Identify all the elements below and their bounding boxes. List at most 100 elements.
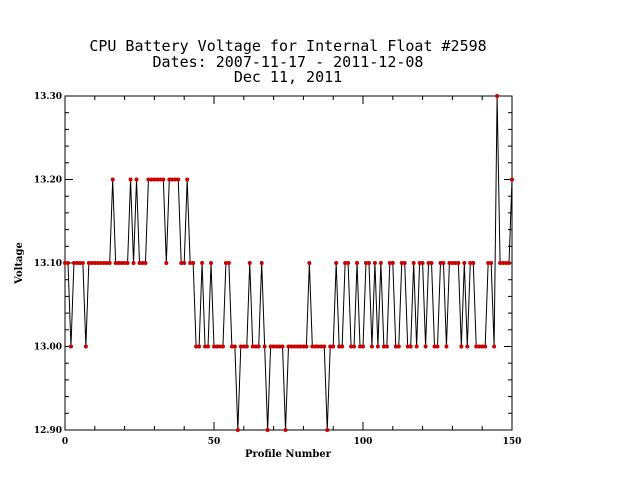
data-point <box>420 261 425 265</box>
data-point <box>378 261 383 265</box>
data-point <box>229 344 234 349</box>
data-point <box>289 344 294 349</box>
data-point <box>256 344 261 349</box>
data-point <box>161 177 166 182</box>
y-tick-label: 12.90 <box>34 426 62 436</box>
data-point <box>450 261 455 265</box>
data-point <box>262 344 267 349</box>
data-point <box>119 261 124 265</box>
data-point <box>128 177 133 182</box>
data-point <box>158 177 163 182</box>
data-point <box>393 344 398 349</box>
data-point <box>399 261 404 265</box>
x-tick-label: 50 <box>208 437 221 447</box>
data-point <box>217 344 222 349</box>
data-point <box>486 261 491 265</box>
data-point <box>191 261 196 265</box>
data-point <box>444 344 449 349</box>
data-point <box>200 261 205 265</box>
y-tick-label: 13.20 <box>34 176 62 186</box>
y-tick-label: 13.10 <box>34 259 62 269</box>
data-point <box>313 344 318 349</box>
data-point <box>471 261 476 265</box>
data-point <box>349 344 354 349</box>
x-tick-labels: 0 50 100 150 <box>62 437 522 447</box>
data-point <box>438 261 443 265</box>
data-point <box>459 344 464 349</box>
data-point <box>328 344 333 349</box>
data-point <box>286 344 291 349</box>
data-point <box>188 261 193 265</box>
data-point <box>408 344 413 349</box>
data-point <box>387 261 392 265</box>
data-point <box>149 177 154 182</box>
data-point <box>390 261 395 265</box>
data-point <box>462 261 467 265</box>
data-point <box>206 344 211 349</box>
y-tick-label: 13.00 <box>34 343 62 353</box>
data-point <box>441 261 446 265</box>
data-point <box>101 261 106 265</box>
data-point <box>369 344 374 349</box>
data-point <box>197 344 202 349</box>
data-point <box>507 261 512 265</box>
data-point <box>223 261 228 265</box>
data-point <box>423 344 428 349</box>
data-point <box>98 261 103 265</box>
data-point <box>316 344 321 349</box>
data-point <box>381 344 386 349</box>
data-point <box>63 261 67 265</box>
data-point <box>89 261 94 265</box>
data-point <box>143 261 148 265</box>
data-point <box>465 344 470 349</box>
data-point <box>92 261 97 265</box>
data-point <box>265 428 270 432</box>
data-point <box>116 261 121 265</box>
data-point <box>122 261 127 265</box>
data-point <box>274 344 279 349</box>
data-point <box>474 344 479 349</box>
data-point <box>331 344 336 349</box>
data-point <box>65 261 70 265</box>
data-point <box>250 344 255 349</box>
data-point <box>366 261 371 265</box>
data-point <box>107 261 112 265</box>
data-point <box>125 261 130 265</box>
data-point <box>182 261 187 265</box>
data-point <box>167 177 172 182</box>
data-point <box>480 344 485 349</box>
data-point <box>325 428 330 432</box>
data-point <box>131 261 136 265</box>
y-tick-labels: 12.90 13.00 13.10 13.20 13.30 <box>34 92 62 436</box>
data-point <box>489 261 494 265</box>
data-point <box>495 94 500 98</box>
data-point <box>322 344 327 349</box>
data-point <box>432 344 437 349</box>
data-point <box>358 344 363 349</box>
data-point <box>384 344 389 349</box>
data-point <box>83 344 88 349</box>
data-point <box>429 261 434 265</box>
data-series <box>63 94 514 432</box>
data-point <box>310 344 315 349</box>
data-point <box>411 261 416 265</box>
data-point <box>235 428 240 432</box>
data-point <box>304 344 309 349</box>
data-point <box>170 177 175 182</box>
data-point <box>253 344 258 349</box>
data-point <box>501 261 506 265</box>
data-point <box>110 177 115 182</box>
data-point <box>447 261 452 265</box>
data-point <box>363 261 368 265</box>
data-point <box>95 261 100 265</box>
data-point <box>417 261 422 265</box>
data-point <box>319 344 324 349</box>
data-point <box>453 261 458 265</box>
data-point <box>277 344 282 349</box>
data-point <box>295 344 300 349</box>
chart-title-line-1: CPU Battery Voltage for Internal Float #… <box>89 37 486 55</box>
x-tick-label: 150 <box>503 437 522 447</box>
data-point <box>244 344 249 349</box>
data-point <box>152 177 157 182</box>
